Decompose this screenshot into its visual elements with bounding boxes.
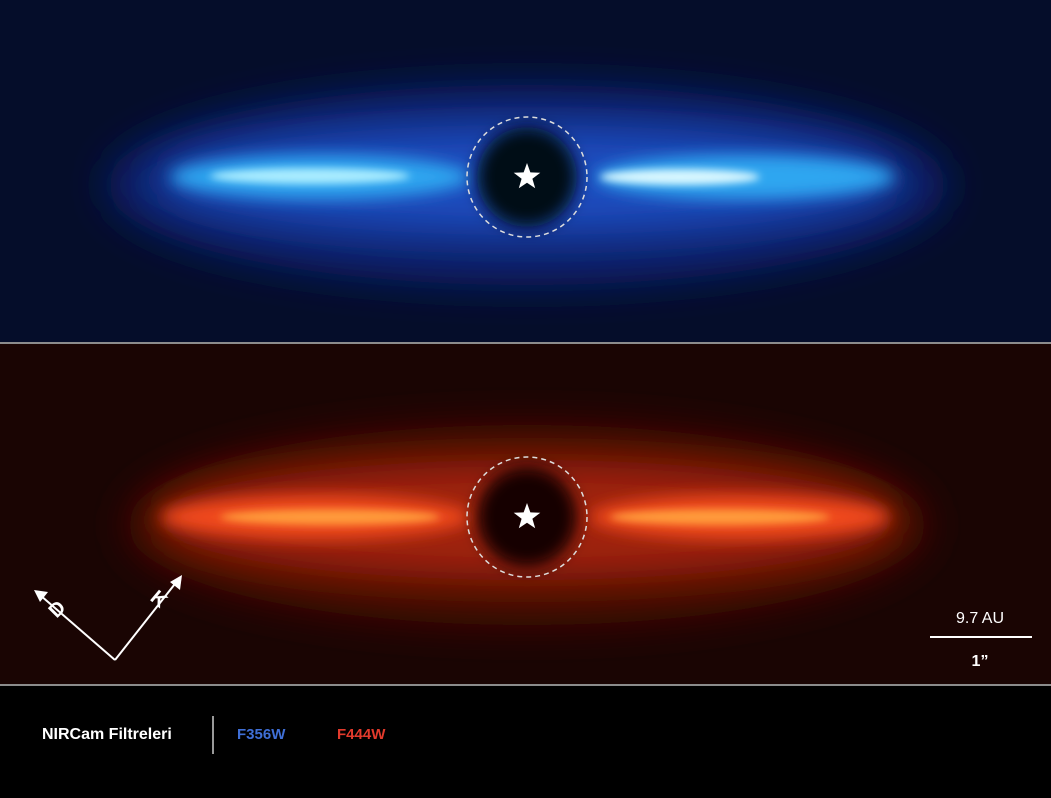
image: D K 9.7 AU 1” NIRCam Filtreleri F356W F4… [0,0,1051,798]
legend-filter: F356W [237,726,286,743]
scale-angle: 1” [972,653,989,670]
legend-filter: F444W [337,726,386,743]
legend-title: NIRCam Filtreleri [42,726,172,743]
scale-distance: 9.7 AU [956,610,1004,627]
panel-f444w [0,344,1051,684]
panel-f356w [0,0,1051,342]
